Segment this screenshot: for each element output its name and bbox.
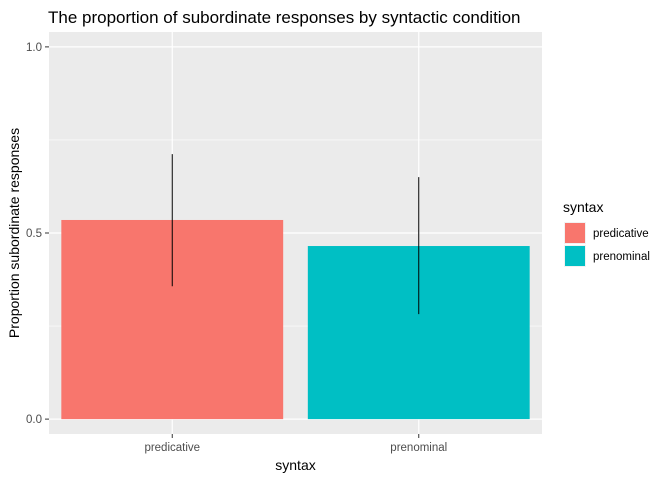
legend: syntax predicative prenominal [563, 199, 650, 267]
x-tick-label: prenominal [390, 442, 447, 454]
x-tick-label: predicative [144, 442, 200, 454]
legend-swatch-predicative [565, 223, 585, 243]
legend-swatch-prenominal [565, 246, 585, 266]
y-tick-label: 0.5 [26, 228, 42, 240]
error-bars [171, 154, 420, 315]
y-tick-label: 0.0 [26, 414, 42, 426]
y-axis: 0.0 0.5 1.0 [26, 42, 49, 426]
y-axis-title: Proportion subordinate responses [6, 128, 22, 338]
x-axis: predicative prenominal [144, 434, 447, 454]
chart-title: The proportion of subordinate responses … [48, 8, 521, 27]
y-tick-label: 1.0 [26, 42, 42, 54]
legend-label-predicative: predicative [593, 228, 649, 240]
plot-panel [49, 32, 542, 434]
legend-label-prenominal: prenominal [593, 251, 650, 263]
legend-title: syntax [563, 199, 603, 215]
x-axis-title: syntax [275, 457, 315, 473]
